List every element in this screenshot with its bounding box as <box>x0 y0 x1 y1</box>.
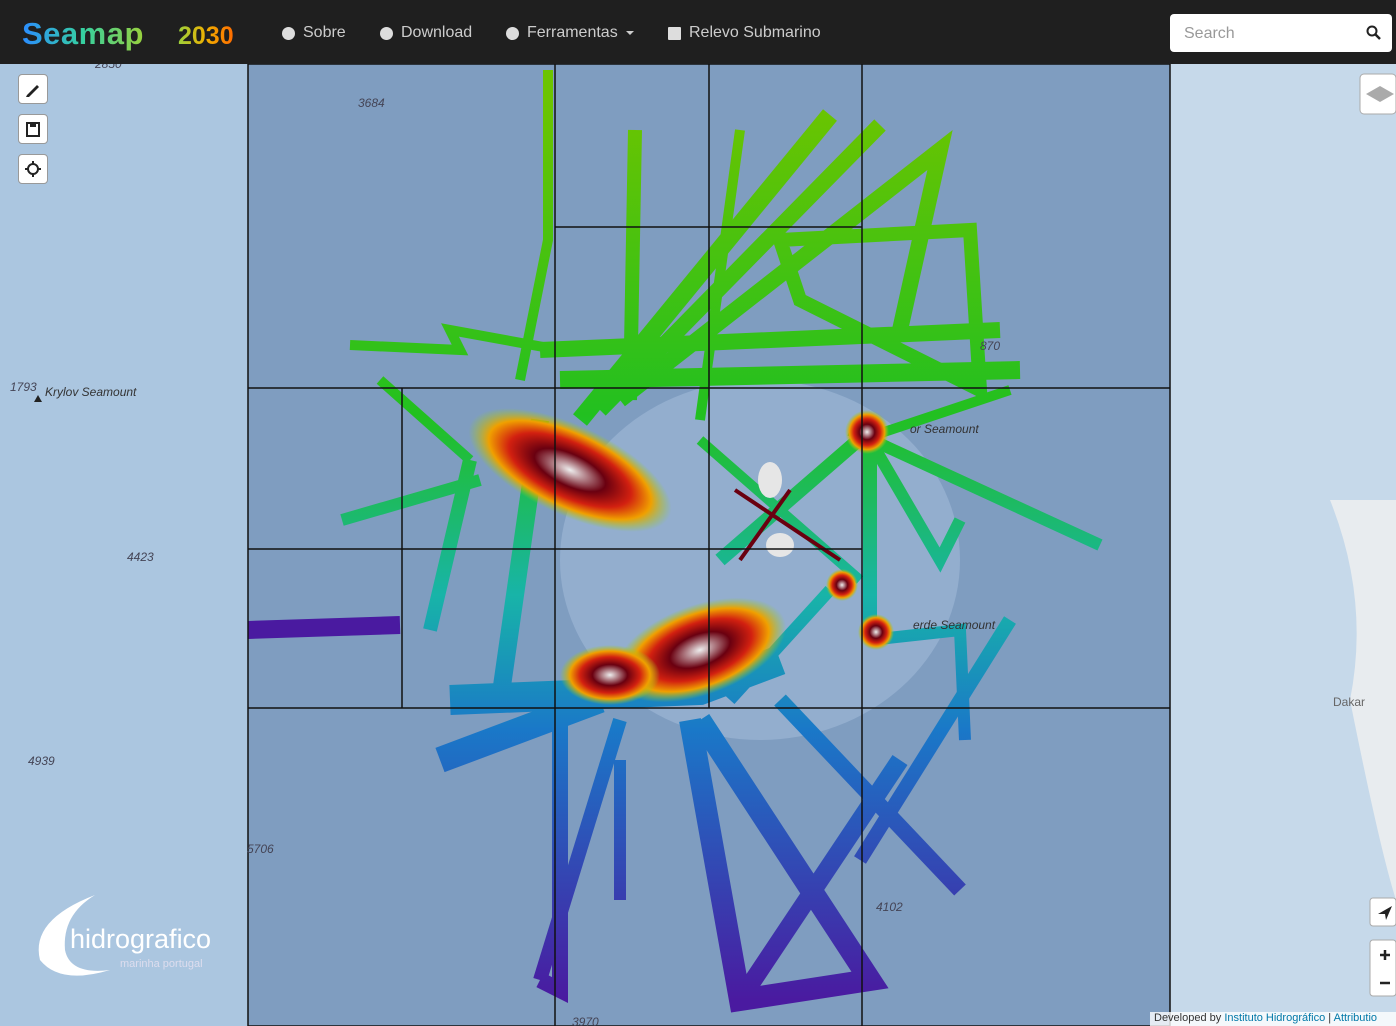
nav-label: Ferramentas <box>527 24 618 41</box>
logo-subtitle: marinha portugal <box>120 958 203 970</box>
attribution-link[interactable]: Attributio <box>1333 1012 1378 1024</box>
credit: Developed by <box>1154 1012 1222 1024</box>
brand-year: 2030 <box>178 22 234 50</box>
place-label: erde Seamount <box>913 618 996 632</box>
logo-name: hidrografico <box>70 924 211 954</box>
zoom-control[interactable] <box>1369 939 1396 997</box>
logo: hidrografico marinha portugal <box>38 895 211 976</box>
seamount-highs <box>468 408 894 705</box>
land <box>1330 500 1396 900</box>
nav-item[interactable]: Sobre <box>282 24 346 42</box>
map-buttons <box>1359 73 1396 997</box>
navbar: Seamap 2030 Sobre Download Ferramentas R… <box>0 0 1396 64</box>
place-labels: Krylov Seamount or Seamount erde Seamoun… <box>34 385 1365 709</box>
depth-label: 3684 <box>358 96 385 110</box>
depth-label: 1793 <box>10 380 37 394</box>
depth-label: 870 <box>980 339 1000 353</box>
search-icon <box>1366 25 1381 40</box>
depth-label: 4102 <box>876 900 903 914</box>
nav-item[interactable]: Ferramentas <box>506 24 634 42</box>
grid <box>247 63 1171 1026</box>
place-label: Dakar <box>1333 695 1365 709</box>
tracks <box>247 70 1103 1013</box>
nav-label: Relevo Submarino <box>689 24 821 41</box>
save-button[interactable] <box>18 114 48 144</box>
nav-label: Sobre <box>303 24 346 41</box>
place-label: Krylov Seamount <box>45 385 137 399</box>
nav-item[interactable]: Download <box>380 24 472 42</box>
credit-link[interactable]: Instituto Hidrográfico <box>1224 1012 1326 1024</box>
depth-label: 5706 <box>247 842 274 856</box>
depth-label: 4939 <box>28 754 55 768</box>
nav-item[interactable]: Relevo Submarino <box>668 24 821 42</box>
place-label: or Seamount <box>910 422 979 436</box>
center-button[interactable] <box>18 154 48 184</box>
draw-button[interactable] <box>18 74 48 104</box>
nav-label: Download <box>401 24 473 41</box>
depth-label: 3970 <box>572 1015 599 1026</box>
brand[interactable]: Seamap <box>22 16 144 51</box>
search-placeholder: Search <box>1184 25 1235 42</box>
search-box[interactable]: Search <box>1170 14 1392 52</box>
depth-label: 4423 <box>127 550 154 564</box>
attribution: Developed by Instituto Hidrográfico | At… <box>1150 1012 1396 1026</box>
